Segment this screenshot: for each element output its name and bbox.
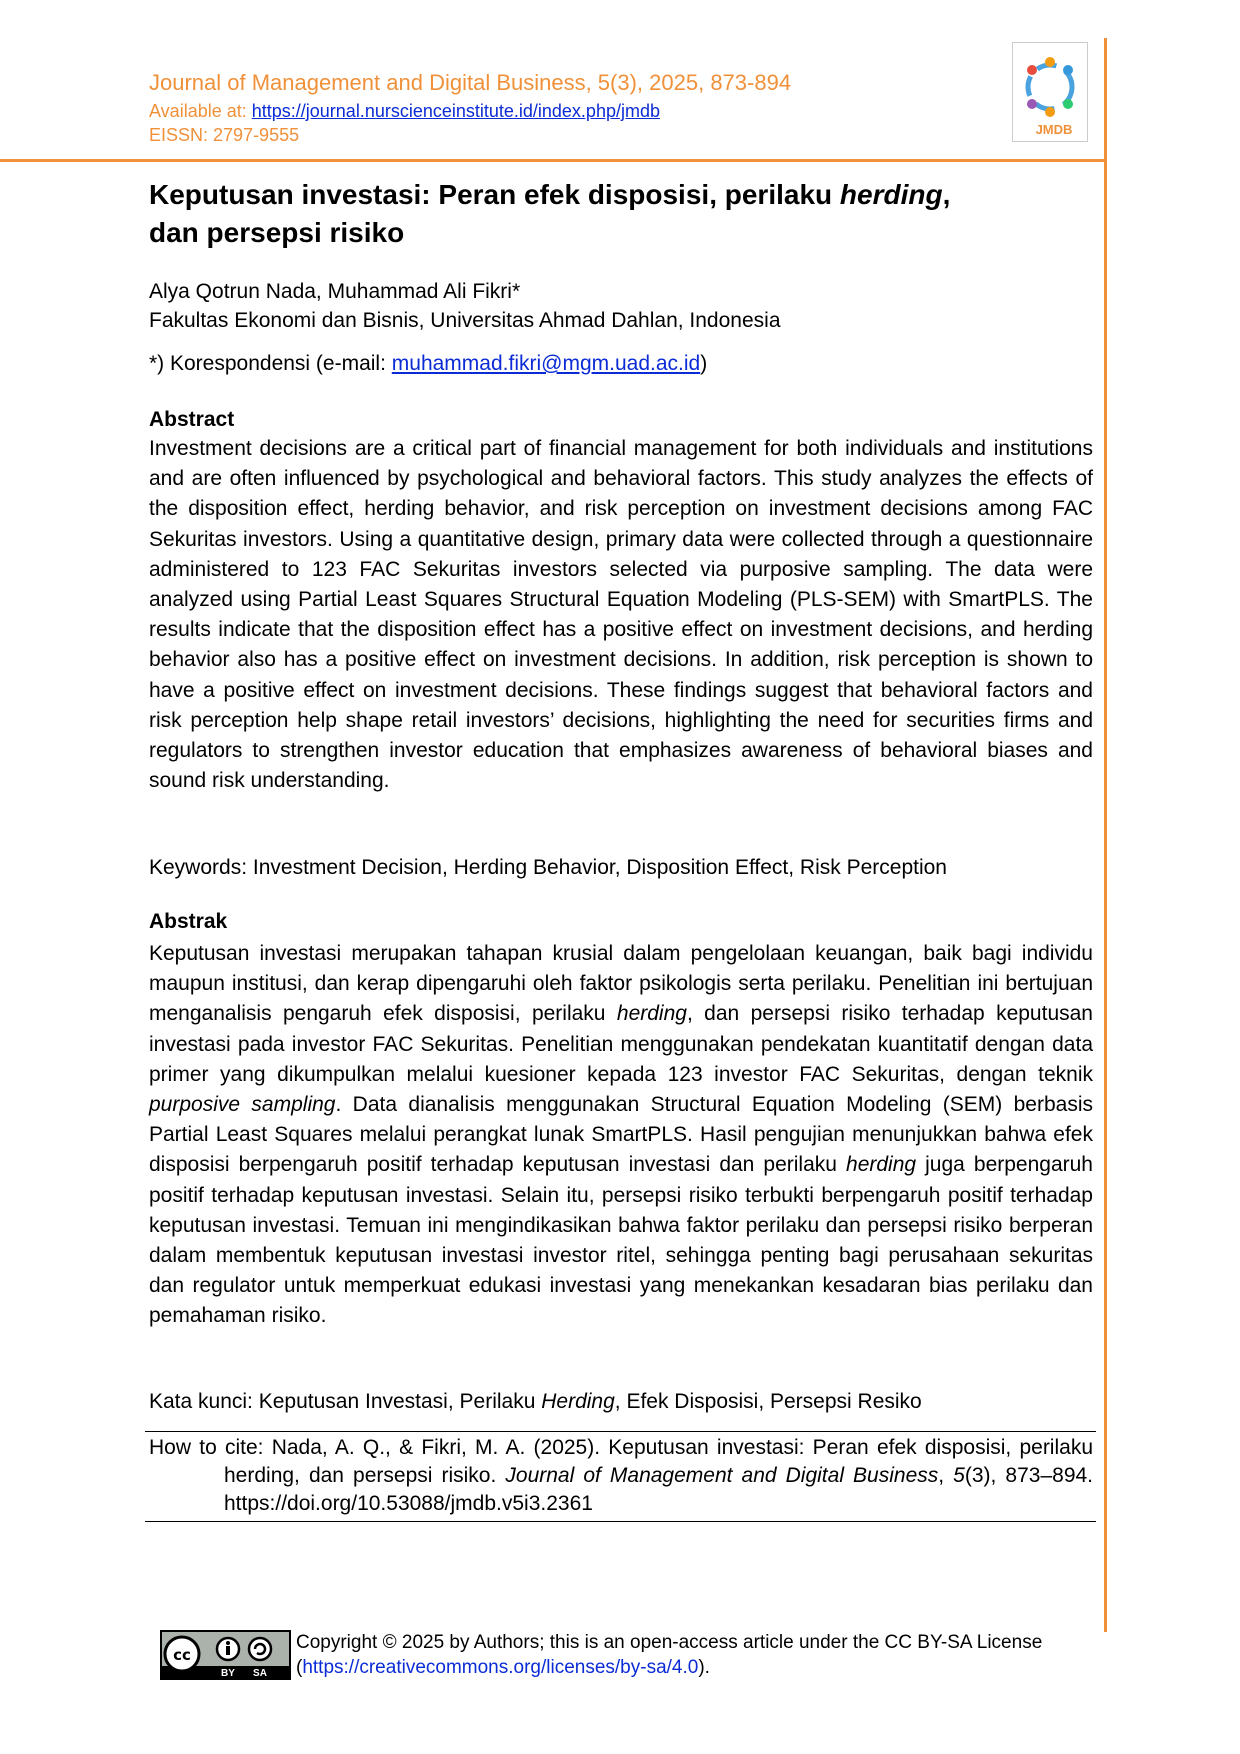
- journal-url[interactable]: https://journal.nurscienceinstitute.id/i…: [251, 101, 660, 121]
- abstrak-text: Keputusan investasi merupakan tahapan kr…: [149, 939, 1093, 1332]
- badge-label: BY: [221, 1668, 235, 1679]
- text-part: ,: [938, 1464, 954, 1487]
- italic-term: 5: [953, 1464, 965, 1487]
- keywords: Keywords: Investment Decision, Herding B…: [149, 856, 947, 879]
- license-url[interactable]: https://creativecommons.org/licenses/by-…: [302, 1657, 699, 1678]
- side-rule: [1104, 38, 1107, 1632]
- italic-term: Herding: [541, 1390, 615, 1413]
- logo-text: JMDB: [1036, 122, 1073, 137]
- title-part: ,: [942, 179, 951, 210]
- correspondence: *) Korespondensi (e-mail: muhammad.fikri…: [149, 349, 1093, 379]
- copyright: Copyright © 2025 by Authors; this is an …: [296, 1630, 1076, 1680]
- svg-text:cc: cc: [173, 1646, 191, 1664]
- kata-kunci: Kata kunci: Keputusan Investasi, Perilak…: [149, 1387, 1093, 1417]
- text-part: , dan persepsi risiko terhadap keputusan…: [149, 1002, 1093, 1086]
- available-label: Available at:: [149, 101, 252, 121]
- text-part: ).: [698, 1657, 710, 1678]
- italic-term: herding: [846, 1153, 917, 1177]
- cite-rule: [145, 1521, 1096, 1522]
- availability: Available at: https://journal.nurscience…: [149, 101, 660, 122]
- journal-logo: JMDB: [1012, 42, 1088, 142]
- abstrak-heading: Abstrak: [149, 910, 228, 933]
- eissn: EISSN: 2797-9555: [149, 125, 300, 145]
- article-title: Keputusan investasi: Peran efek disposis…: [149, 176, 1093, 252]
- correspondence-close: ): [700, 352, 708, 375]
- text-part: Kata kunci: Keputusan Investasi, Perilak…: [149, 1390, 542, 1413]
- affiliation: Fakultas Ekonomi dan Bisnis, Universitas…: [149, 309, 781, 332]
- title-italic: herding: [839, 179, 943, 210]
- cc-badge: cc BY SA: [160, 1630, 291, 1680]
- text-part: Keputusan investasi merupakan tahapan kr…: [149, 942, 1093, 1026]
- journal-name: Journal of Management and Digital Busine…: [149, 70, 792, 95]
- title-part: dan persepsi risiko: [149, 217, 405, 248]
- email[interactable]: muhammad.fikri@mgm.uad.ac.id: [391, 352, 701, 375]
- italic-term: herding: [616, 1002, 687, 1026]
- badge-label: SA: [253, 1668, 267, 1679]
- text-part: , Efek Disposisi, Persepsi Resiko: [614, 1390, 922, 1413]
- italic-term: purposive sampling: [149, 1093, 336, 1117]
- abstract-heading: Abstract: [149, 408, 235, 431]
- header-rule: [0, 159, 1107, 162]
- italic-term: Journal of Management and Digital Busine…: [505, 1464, 939, 1487]
- correspondence-label: *) Korespondensi (e-mail:: [149, 352, 392, 375]
- abstract-text: Investment decisions are a critical part…: [149, 437, 1093, 793]
- text-part: juga berpengaruh positif terhadap keputu…: [149, 1153, 1093, 1328]
- text-part: . Data dianalisis menggunakan Structural…: [149, 1093, 1093, 1177]
- text-part: (3), 873–894. https://doi.org/10.53088/j…: [224, 1464, 1094, 1515]
- cite-rule: [145, 1431, 1096, 1432]
- citation: How to cite: Nada, A. Q., & Fikri, M. A.…: [149, 1434, 1093, 1518]
- text-part: How to cite: Nada, A. Q., & Fikri, M. A.…: [149, 1436, 1093, 1487]
- text-part: Copyright © 2025 by Authors; this is an …: [296, 1632, 1043, 1678]
- title-part: Keputusan investasi: Peran efek disposis…: [149, 179, 840, 210]
- authors: Alya Qotrun Nada, Muhammad Ali Fikri*: [149, 280, 521, 303]
